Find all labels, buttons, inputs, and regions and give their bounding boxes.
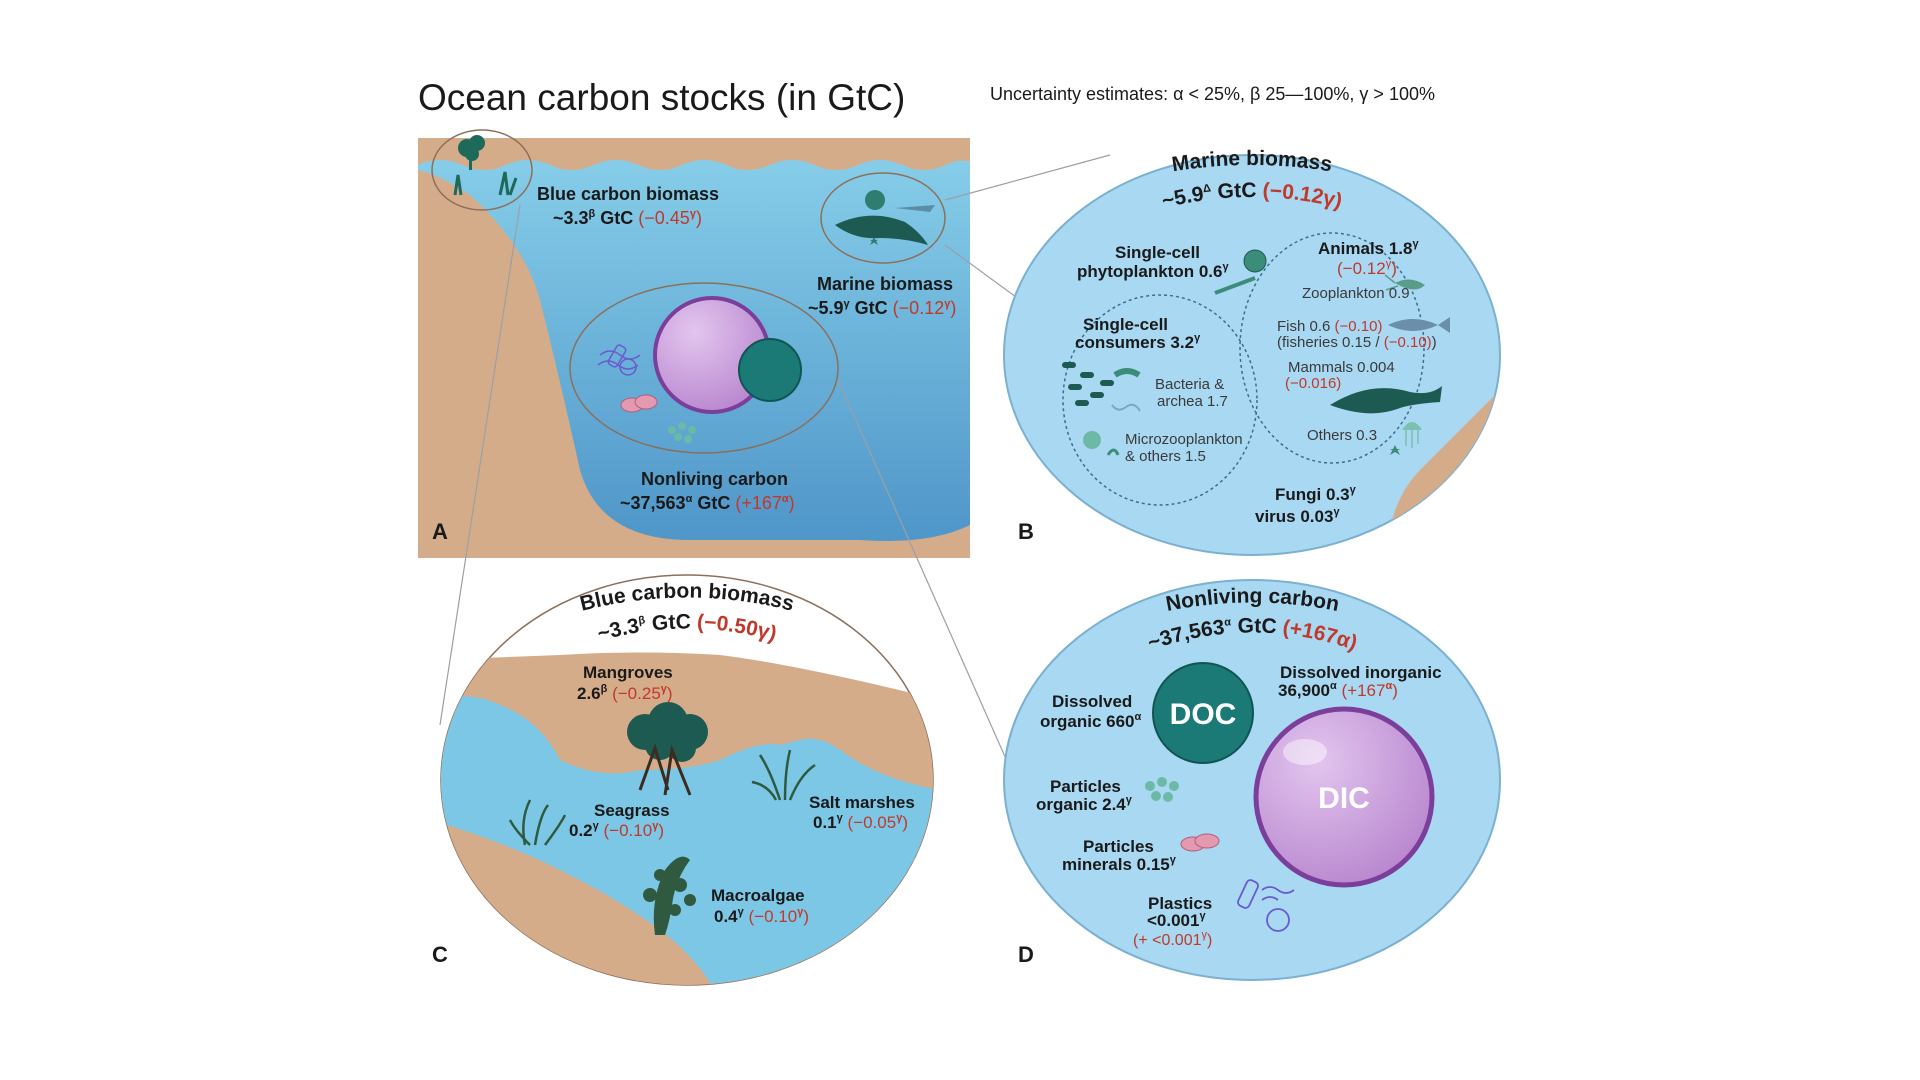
zooplankton-icon [1384, 274, 1425, 291]
b-micro-line2: & others 1.5 [1125, 448, 1206, 465]
microzooplankton-icon [1083, 431, 1120, 456]
b-phyto-line1: Single-cell [1115, 243, 1200, 262]
d-plastics-change: (+ <0.001γ) [1133, 929, 1212, 949]
figure-title: Ocean carbon stocks (in GtC) [418, 77, 905, 118]
bacteria-icon [1062, 362, 1141, 412]
plastics-icon [1237, 879, 1295, 932]
c-macroalgae-name: Macroalgae [711, 886, 805, 905]
b-bacteria-line1: Bacteria & [1155, 376, 1224, 393]
a-blue-carbon-name: Blue carbon biomass [537, 184, 719, 204]
phytoplankton-icon [1243, 249, 1267, 273]
mangrove-tree-icon [627, 702, 708, 796]
seagrass-icon [508, 799, 567, 846]
minerals-small-icon [620, 394, 658, 413]
macroalgae-icon [643, 856, 696, 935]
d-dissolved-inorganic-line1: Dissolved inorganic [1280, 663, 1442, 682]
marine-biomass-ellipse [1003, 154, 1501, 556]
plastics-small-icon [597, 344, 641, 376]
connector-lines [439, 154, 1111, 796]
marine-biomass-circle [820, 172, 946, 264]
panel-a: Blue carbon biomass ~3.3β GtC (−0.45γ) M… [418, 129, 970, 558]
d-dissolved-inorganic-line2: 36,900α (+167α) [1278, 680, 1398, 700]
c-mangroves-name: Mangroves [583, 663, 673, 682]
dic-circle [1253, 706, 1435, 888]
panel-c-letter: C [432, 942, 448, 967]
d-plastics-line1: Plastics [1148, 894, 1212, 913]
panel-b: Marine biomass ~5.9Δ GtC (−0.12γ) [1003, 147, 1501, 556]
c-seagrass-value: 0.2γ (−0.10γ) [569, 820, 664, 840]
d-particles-minerals-line2: minerals 0.15γ [1062, 854, 1177, 874]
b-animals-change: (−0.12γ) [1337, 258, 1397, 278]
a-marine-name: Marine biomass [817, 274, 953, 294]
jellyfish-icon [1390, 422, 1422, 455]
whale-b-icon [1330, 386, 1442, 414]
panel-d: Nonliving carbon ~37,563α GtC (+167α) DO… [1003, 579, 1501, 981]
doc-sphere-small [738, 338, 802, 402]
doc-label: DOC [1170, 698, 1237, 731]
d-particles-minerals-line1: Particles [1083, 837, 1154, 856]
c-macroalgae-value: 0.4γ (−0.10γ) [714, 906, 809, 926]
b-animals: Animals 1.8γ [1318, 238, 1420, 258]
b-consumers-line2: consumers 3.2γ [1075, 332, 1201, 352]
a-nonliving-value: ~37,563α GtC (+167α) [620, 493, 795, 513]
organic-particles-small-icon [668, 422, 696, 443]
b-virus: virus 0.03γ [1255, 506, 1340, 526]
d-particles-organic-line2: organic 2.4γ [1036, 794, 1133, 814]
b-others: Others 0.3 [1307, 427, 1377, 444]
animals-group-ring [1239, 232, 1425, 464]
b-mammals-change: (−0.016) [1285, 375, 1341, 392]
c-mangroves-value: 2.6β (−0.25γ) [577, 683, 673, 703]
b-micro-line1: Microzooplankton [1125, 431, 1243, 448]
a-blue-carbon-value: ~3.3β GtC (−0.45γ) [553, 208, 702, 228]
dic-highlight [1283, 739, 1327, 765]
d-plastics-line2: <0.001γ [1147, 910, 1206, 930]
panel-a-letter: A [432, 519, 448, 544]
panel-d-letter: D [1018, 942, 1034, 967]
dic-label: DIC [1318, 782, 1370, 815]
d-particles-organic-line1: Particles [1050, 777, 1121, 796]
fish-icon [1388, 317, 1450, 333]
b-fungi: Fungi 0.3γ [1275, 484, 1357, 504]
c-seagrass-name: Seagrass [594, 801, 670, 820]
mineral-particles-icon [1180, 833, 1220, 852]
uncertainty-legend: Uncertainty estimates: α < 25%, β 25—100… [990, 84, 1435, 104]
d-dissolved-organic-line2: organic 660α [1040, 711, 1142, 731]
b-bacteria-line2: archea 1.7 [1157, 393, 1228, 410]
panel-b-letter: B [1018, 519, 1034, 544]
doc-circle [1152, 662, 1254, 764]
whale-icon [835, 190, 935, 245]
b-fish: Fish 0.6 (−0.10) [1277, 318, 1382, 335]
panel-c-water [441, 696, 933, 985]
a-marine-value: ~5.9γ GtC (−0.12γ) [808, 298, 956, 318]
mangrove-icon [453, 135, 518, 196]
organic-particles-icon [1145, 777, 1179, 802]
diatom-icon [1214, 276, 1256, 295]
salt-marsh-icon [751, 749, 816, 801]
nonliving-carbon-circle [569, 282, 839, 454]
c-salt-marshes-value: 0.1γ (−0.05γ) [813, 812, 908, 832]
b-zooplankton: Zooplankton 0.9 [1302, 285, 1410, 302]
b-consumers-line1: Single-cell [1083, 315, 1168, 334]
b-fisheries: (fisheries 0.15 / (−0.10)) [1277, 334, 1437, 351]
d-dissolved-organic-line1: Dissolved [1052, 692, 1132, 711]
a-nonliving-name: Nonliving carbon [641, 469, 788, 489]
c-salt-marshes-name: Salt marshes [809, 793, 915, 812]
b-mammals: Mammals 0.004 [1288, 359, 1395, 376]
blue-carbon-circle [431, 129, 533, 211]
b-phyto-line2: phytoplankton 0.6γ [1077, 261, 1229, 281]
panel-c: Blue carbon biomass ~3.3β GtC (−0.50γ) M… [432, 574, 934, 986]
single-cell-consumers-ring [1062, 294, 1258, 506]
